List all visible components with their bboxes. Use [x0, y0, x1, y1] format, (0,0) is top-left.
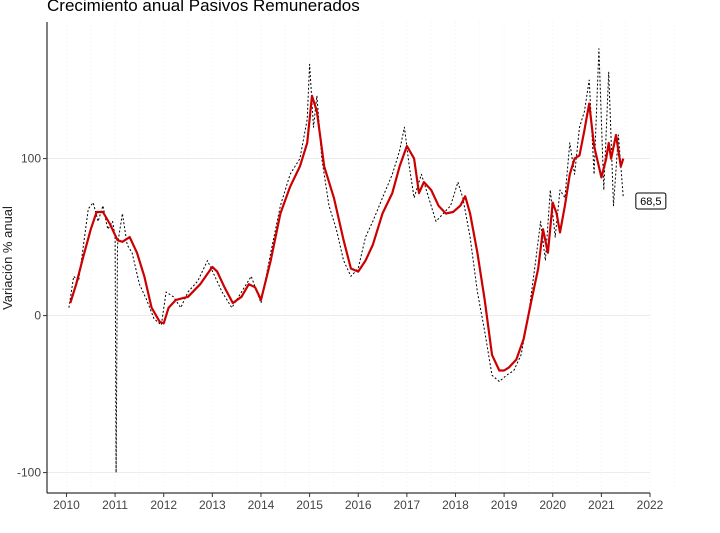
- axes: [46, 22, 650, 494]
- x-tick-label: 2020: [539, 498, 566, 512]
- x-tick-label: 2018: [442, 498, 469, 512]
- x-tick-label: 2010: [53, 498, 80, 512]
- x-tick-label: 2015: [296, 498, 323, 512]
- x-tick-label: 2019: [491, 498, 518, 512]
- chart-title: Crecimiento anual Pasivos Remunerados: [47, 0, 360, 15]
- x-tick-label: 2022: [637, 498, 664, 512]
- y-tick-label: -100: [17, 466, 41, 480]
- tick-labels: 2010 2011 2012 2013 2014 2015 2016 2017 2018 2019…: [17, 152, 664, 512]
- x-tick-label: 2014: [248, 498, 275, 512]
- grid-lines: [47, 22, 675, 493]
- smoothed-series-line: [69, 94, 625, 372]
- y-tick-label: 0: [34, 309, 41, 323]
- x-tick-label: 2012: [150, 498, 177, 512]
- value-label-box: [635, 192, 667, 210]
- x-tick-label: 2021: [588, 498, 615, 512]
- series-lines: [68, 48, 625, 474]
- x-tick-label: 2016: [345, 498, 372, 512]
- x-tick-label: 2017: [394, 498, 421, 512]
- daily-series-line: [68, 48, 624, 474]
- y-axis-label: Variación % anual: [0, 206, 15, 310]
- annotations: 68,5: [635, 192, 667, 210]
- x-tick-label: 2013: [199, 498, 226, 512]
- x-tick-label: 2011: [102, 498, 128, 512]
- y-tick-label: 100: [21, 152, 41, 166]
- value-label: 68,5: [640, 196, 661, 208]
